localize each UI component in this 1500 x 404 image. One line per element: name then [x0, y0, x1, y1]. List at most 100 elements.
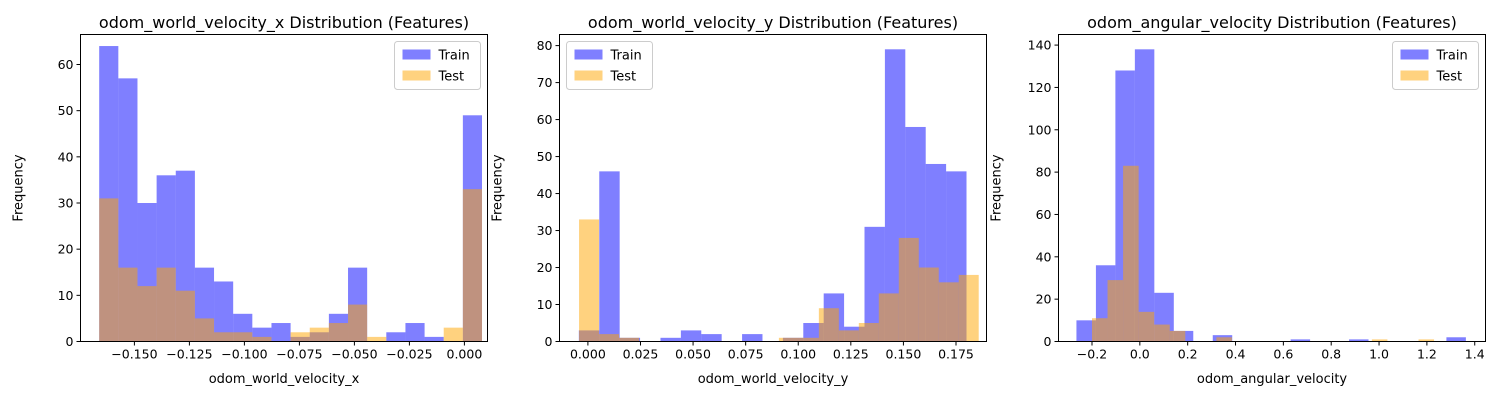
y-tick-label: 50 [58, 103, 74, 118]
histogram-bar [1123, 165, 1139, 342]
legend-swatch-test [1400, 70, 1429, 81]
x-tick-label: 0.000 [570, 347, 606, 362]
series-test [1091, 165, 1435, 342]
histogram-bar [599, 171, 620, 342]
y-tick-label: 20 [537, 260, 553, 275]
x-tick-label: −0.125 [166, 347, 212, 362]
histogram-bar [742, 334, 763, 342]
histogram-bar [660, 337, 681, 342]
histogram-bar [328, 323, 349, 342]
x-tick-label: 1.4 [1465, 347, 1485, 362]
y-tick-label: 30 [537, 223, 553, 238]
histogram-bar [1091, 318, 1108, 342]
y-tick-label: 80 [1036, 165, 1052, 180]
y-tick-label: 10 [537, 297, 553, 312]
histogram-bar [838, 330, 859, 342]
y-tick-label: 140 [1028, 38, 1052, 53]
x-tick-label: −0.2 [1077, 347, 1107, 362]
histogram-bar [1446, 337, 1466, 342]
x-tick-label: 0.025 [623, 347, 659, 362]
histogram-bar [958, 274, 979, 342]
subplot-3: −0.2 0.0 0.2 0.4 0.6 0.8 1.0 1.2 1.4 0 20 40 60 80 100… [990, 13, 1486, 387]
x-tick-label: 0.150 [886, 347, 922, 362]
histogram-bar [818, 308, 839, 342]
histogram-bar [367, 336, 387, 342]
legend-swatch-train [574, 49, 603, 60]
x-tick-label: −0.075 [276, 347, 322, 362]
y-axis-label: Frequency [491, 154, 506, 221]
y-tick-label: 10 [58, 288, 74, 303]
legend-label-train: Train [1436, 49, 1468, 64]
legend-label-test: Test [1436, 70, 1463, 85]
x-tick-label: 0.000 [447, 347, 483, 362]
histogram-bar [680, 330, 702, 342]
legend-swatch-train [1400, 49, 1429, 60]
histogram-bar [137, 286, 157, 342]
histogram-bar [309, 327, 329, 342]
y-tick-label: 30 [58, 196, 74, 211]
histogram-bar [233, 332, 253, 342]
legend-label-test: Test [610, 70, 637, 85]
y-tick-label: 0 [1044, 334, 1052, 349]
legend-label-train: Train [438, 49, 470, 64]
histogram-bar [214, 332, 234, 342]
histogram-bar [701, 334, 722, 342]
histogram-bar [1076, 320, 1096, 342]
series-test [579, 219, 979, 342]
axes-frame [559, 34, 987, 342]
y-tick-label: 120 [1028, 80, 1052, 95]
subplot-1: −0.150 −0.125 −0.100 −0.075 −0.050 −0.025 0.00… [12, 13, 488, 387]
histogram-bar [271, 323, 291, 342]
subplot-2: 0.000 0.025 0.050 0.075 0.100 0.125 0.150 0.175… [491, 13, 987, 387]
histogram-bar [798, 337, 819, 342]
y-tick-label: 60 [537, 112, 553, 127]
y-tick-label: 70 [537, 75, 553, 90]
histogram-bar [118, 267, 138, 342]
histogram-bar [898, 237, 919, 342]
legend-swatch-test [402, 70, 431, 81]
histogram-bar [1349, 339, 1369, 342]
x-axis-label: odom_world_velocity_y [698, 372, 849, 387]
histogram-bar [443, 327, 463, 342]
x-axis-label: odom_world_velocity_x [209, 372, 360, 387]
y-tick-label: 0 [66, 334, 74, 349]
y-tick-label: 40 [58, 149, 74, 164]
y-tick-label: 50 [537, 149, 553, 164]
histogram-bar [778, 337, 799, 342]
histogram-bar [619, 337, 640, 342]
y-tick-label: 20 [58, 242, 74, 257]
histogram-bar [386, 332, 406, 342]
histogram-bar [99, 198, 119, 342]
y-tick-label: 60 [1036, 207, 1052, 222]
x-tick-label: 0.175 [938, 347, 974, 362]
histogram-bar [803, 323, 824, 342]
histogram-bar [290, 332, 310, 342]
y-tick-label: 100 [1028, 122, 1052, 137]
x-tick-label: 0.125 [833, 347, 869, 362]
histogram-bar [1169, 330, 1186, 342]
histogram-bar [214, 281, 234, 342]
histogram-bar [878, 293, 899, 342]
legend: Train Test [394, 41, 481, 90]
histogram-bar [1138, 311, 1155, 342]
histogram-bar [194, 318, 215, 342]
histogram-bar [1154, 324, 1170, 342]
x-tick-label: −0.050 [331, 347, 377, 362]
histogram-bar [424, 336, 444, 342]
histogram-bar [1371, 339, 1388, 342]
legend: Train Test [566, 41, 653, 90]
x-tick-label: 0.8 [1321, 347, 1341, 362]
histogram-bar [579, 219, 600, 342]
y-tick-label: 40 [537, 186, 553, 201]
histogram-bar [252, 336, 272, 342]
legend-swatch-test [574, 70, 603, 81]
x-axis-label: odom_angular_velocity [1197, 372, 1348, 387]
axes-frame [1058, 34, 1486, 342]
x-tick-label: 1.0 [1369, 347, 1389, 362]
histogram-bar [1216, 337, 1232, 342]
x-tick-label: 0.0 [1130, 347, 1150, 362]
histogram-bar [156, 267, 176, 342]
histogram-bar [858, 323, 879, 342]
y-tick-label: 60 [58, 57, 74, 72]
